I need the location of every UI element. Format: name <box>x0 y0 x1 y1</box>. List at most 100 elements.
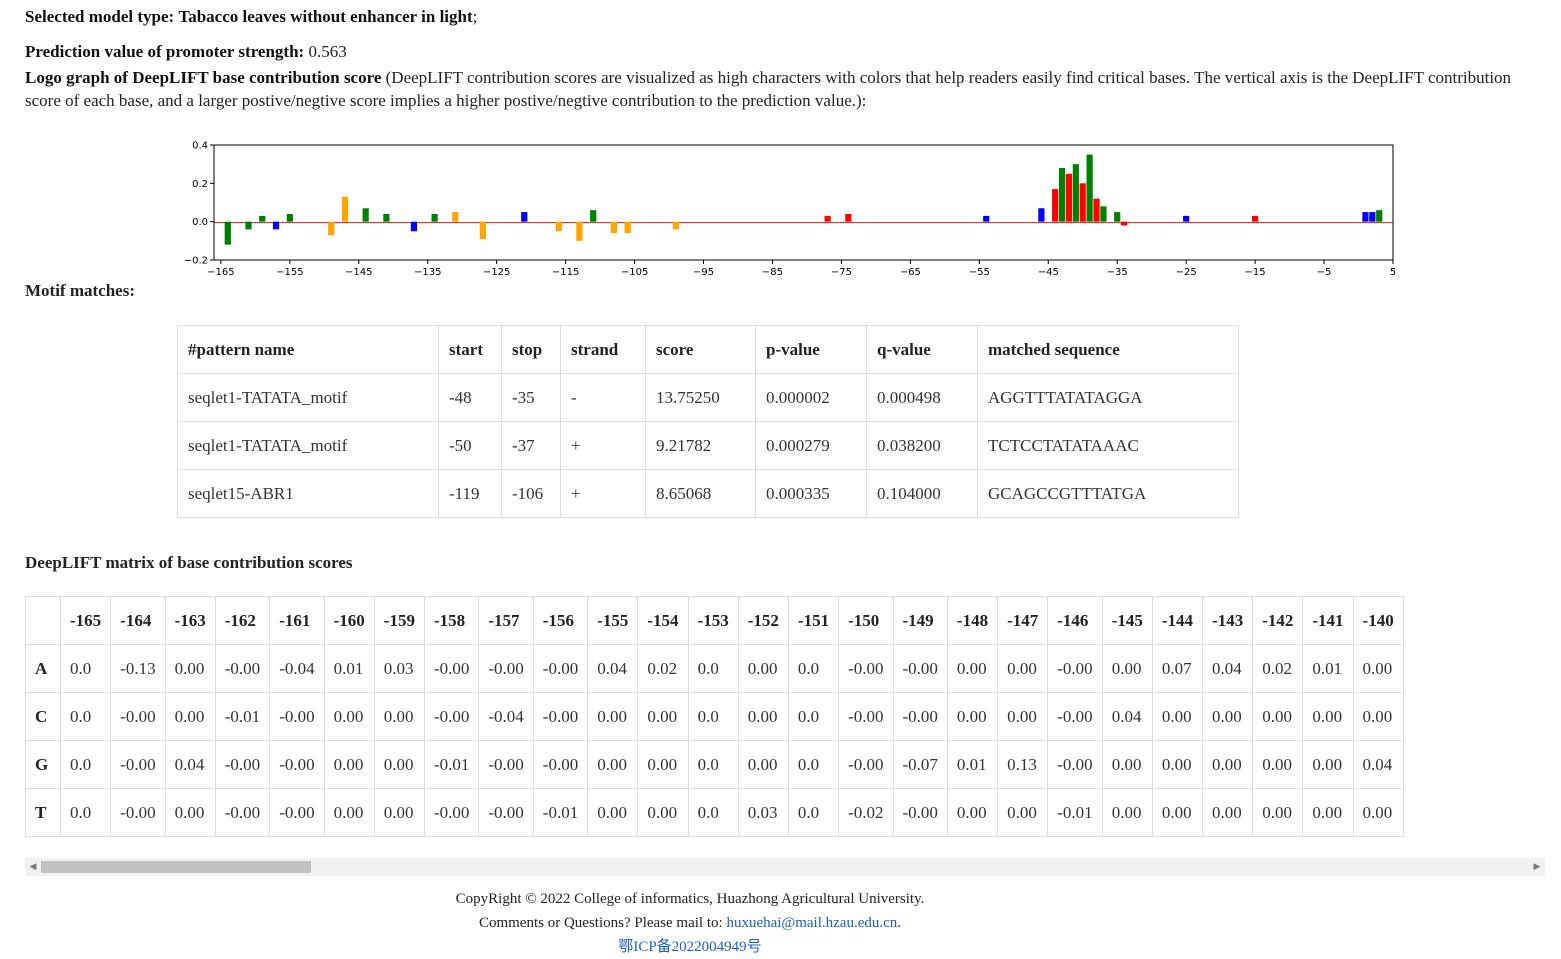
matrix-cell: 0.00 <box>323 788 375 837</box>
x-tick-label: −65 <box>900 267 921 278</box>
scroll-right-icon[interactable]: ▶ <box>1533 862 1541 872</box>
logo-mark-a <box>1086 154 1093 222</box>
footer-comments: Comments or Questions? Please mail to: h… <box>0 911 1380 935</box>
matrix-cell: -0.00 <box>110 788 166 837</box>
logo-mark-t <box>845 214 852 222</box>
matrix-row: A 0.0 -0.13 0.00 -0.00 -0.04 0.01 0.03 -0.00 -0.0… <box>25 644 1404 693</box>
matrix-cell: 0.0 <box>787 644 840 693</box>
footer-icp-link[interactable]: 鄂ICP备2022004949号 <box>618 939 762 955</box>
x-tick-label: −45 <box>1038 267 1059 278</box>
matrix-cell: -0.07 <box>892 740 948 789</box>
y-tick-label: 0.0 <box>192 217 208 228</box>
matrix-row-base: T <box>25 788 61 837</box>
scrollbar-thumb[interactable] <box>41 861 311 873</box>
model-type-suffix: ; <box>472 7 478 26</box>
deeplift-logo-chart: −0.20.00.20.4 −165 −155 −145 −135 −125 −115 −1… <box>184 141 1396 279</box>
matrix-column-header: -153 <box>687 596 739 645</box>
logo-mark-t <box>1052 189 1059 222</box>
x-tick-label: −5 <box>1317 267 1332 278</box>
matrix-column-header: -164 <box>110 596 166 645</box>
logo-marks <box>224 154 1383 245</box>
matrix-row: T 0.0 -0.00 0.00 -0.00 -0.00 0.00 0.00 -0.00 -0.0… <box>25 788 1404 837</box>
matrix-cell: -0.13 <box>110 644 166 693</box>
logo-mark-c <box>272 221 280 230</box>
matrix-column-header: -150 <box>838 596 894 645</box>
motif-cell: 0.104000 <box>866 469 978 518</box>
matrix-cell: 0.00 <box>373 740 425 789</box>
motif-column-header: matched sequence <box>977 325 1239 374</box>
deeplift-matrix-scroll-area[interactable]: -165 -164 -163 -162 -161 -160 -159 -158 -157 -156… <box>25 596 1545 840</box>
y-tick-label: 0.2 <box>192 179 208 190</box>
matrix-cell: 0.00 <box>637 692 689 741</box>
matrix-cell: 0.00 <box>1151 692 1204 741</box>
motif-column-header: q-value <box>866 325 978 374</box>
matrix-cell: 0.00 <box>1202 692 1254 741</box>
model-type-value: Tabacco leaves without enhancer in light <box>178 7 473 26</box>
matrix-cell: 0.00 <box>1151 740 1204 789</box>
logo-mark-a <box>286 214 293 222</box>
logo-mark-t <box>1252 215 1259 222</box>
plot-frame <box>213 144 1394 261</box>
matrix-cell: -0.02 <box>838 788 894 837</box>
logo-mark-g <box>624 221 631 234</box>
matrix-cell: -0.00 <box>838 692 894 741</box>
matrix-column-header: -141 <box>1302 596 1354 645</box>
motif-cell: -35 <box>501 373 561 422</box>
matrix-cell: 0.07 <box>1151 644 1204 693</box>
deeplift-matrix-title: DeepLIFT matrix of base contribution sco… <box>25 553 353 572</box>
matrix-cell: -0.00 <box>892 692 948 741</box>
matrix-cell: -0.01 <box>214 692 271 741</box>
matrix-cell: 0.04 <box>1101 692 1153 741</box>
footer-email-link[interactable]: huxuehai@mail.hzau.edu.cn <box>726 915 898 931</box>
matrix-cell: 0.00 <box>946 644 999 693</box>
matrix-cell: 0.00 <box>164 788 216 837</box>
matrix-cell: 0.02 <box>637 644 689 693</box>
logo-mark-g <box>341 196 349 222</box>
logo-mark-t <box>1065 173 1073 222</box>
deeplift-matrix-table: -165 -164 -163 -162 -161 -160 -159 -158 -157 -156… <box>25 596 1404 837</box>
scroll-left-icon[interactable]: ◀ <box>29 862 37 872</box>
matrix-column-header: -142 <box>1252 596 1304 645</box>
x-tick-label: −115 <box>552 267 579 278</box>
matrix-cell: 0.00 <box>164 644 216 693</box>
motif-row: seqlet15-ABR1 -119 -106 +8.65068 0.000335 0.1… <box>177 469 1239 518</box>
matrix-column-header: -157 <box>478 596 534 645</box>
matrix-cell: 0.03 <box>737 788 789 837</box>
matrix-cell: -0.00 <box>892 644 948 693</box>
matrix-cell: -0.00 <box>532 644 589 693</box>
matrix-cell: 0.00 <box>1101 740 1153 789</box>
motif-cell: -37 <box>501 421 561 470</box>
matrix-column-header: -147 <box>997 596 1049 645</box>
matrix-cell: -0.04 <box>478 692 534 741</box>
matrix-column-header: -148 <box>946 596 999 645</box>
horizontal-scrollbar[interactable]: ◀ ▶ <box>25 858 1545 876</box>
matrix-column-header: -159 <box>373 596 425 645</box>
matrix-column-header: -158 <box>423 596 480 645</box>
prediction-label: Prediction value of promoter strength: <box>25 42 305 61</box>
motif-column-header: #pattern name <box>177 325 439 374</box>
matrix-row: C 0.0 -0.00 0.00 -0.01 -0.00 0.00 0.00 -0.00 -0.0… <box>25 692 1404 741</box>
motif-row: seqlet1-TATATA_motif -48 -35-13.75250 0.000… <box>177 373 1239 422</box>
matrix-cell: 0.00 <box>373 788 425 837</box>
motif-cell: -50 <box>438 421 502 470</box>
matrix-cell: 0.0 <box>687 788 739 837</box>
matrix-cell: 0.01 <box>946 740 999 789</box>
matrix-cell: 0.00 <box>373 692 425 741</box>
x-tick-label: −75 <box>831 267 852 278</box>
x-tick-label: −125 <box>483 267 510 278</box>
matrix-column-header: -163 <box>164 596 216 645</box>
matrix-column-header: -145 <box>1101 596 1153 645</box>
matrix-cell: -0.01 <box>1047 788 1103 837</box>
matrix-cell: 0.00 <box>997 788 1049 837</box>
model-type-label: Selected model type: <box>25 7 175 26</box>
x-tick-label: −25 <box>1176 267 1197 278</box>
x-tick-label: −105 <box>621 267 648 278</box>
motif-body: seqlet1-TATATA_motif -48 -35-13.75250 0.000… <box>177 373 1239 518</box>
x-tick-label: −145 <box>345 267 372 278</box>
matrix-cell: -0.00 <box>214 644 271 693</box>
logo-mark-a <box>362 208 369 222</box>
matrix-column-header: -161 <box>269 596 325 645</box>
logo-mark-a <box>1072 164 1079 222</box>
x-tick-label: −35 <box>1107 267 1128 278</box>
logo-mark-a <box>245 221 252 230</box>
